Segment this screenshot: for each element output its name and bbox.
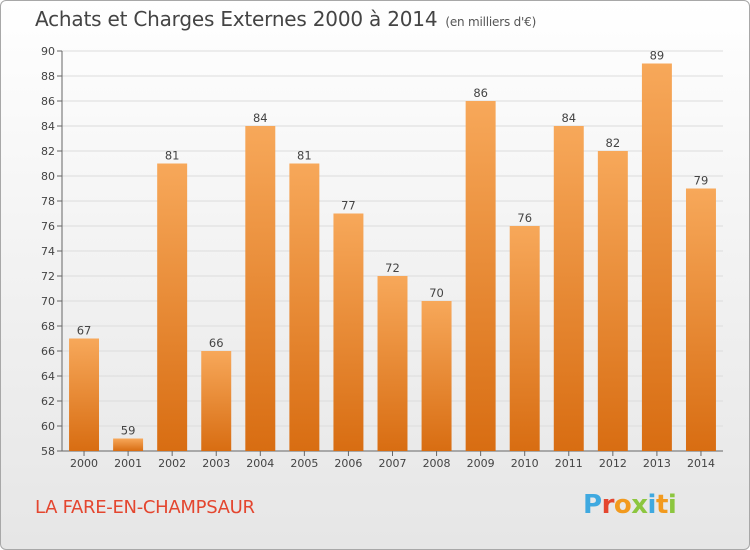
value-label-2012: 82 bbox=[606, 136, 621, 150]
x-tick-label-2002: 2002 bbox=[158, 457, 186, 470]
x-tick-label-2014: 2014 bbox=[687, 457, 715, 470]
bar-2000 bbox=[69, 338, 100, 451]
y-tick-label: 88 bbox=[41, 70, 55, 83]
x-tick-label-2003: 2003 bbox=[202, 457, 230, 470]
bar-2013 bbox=[641, 63, 672, 451]
value-label-2006: 77 bbox=[341, 199, 356, 213]
logo-letter: i bbox=[647, 490, 657, 520]
y-tick-label: 68 bbox=[41, 320, 55, 333]
x-tick-label-2005: 2005 bbox=[290, 457, 318, 470]
bar-2007 bbox=[377, 276, 408, 451]
bar-2014 bbox=[685, 188, 716, 451]
value-label-2000: 67 bbox=[77, 324, 92, 338]
x-tick-label-2009: 2009 bbox=[467, 457, 495, 470]
y-tick-label: 84 bbox=[41, 120, 55, 133]
bar-2002 bbox=[157, 163, 188, 451]
value-label-2002: 81 bbox=[165, 149, 180, 163]
value-label-2008: 70 bbox=[429, 286, 444, 300]
x-tick-label-2013: 2013 bbox=[643, 457, 671, 470]
y-tick-label: 66 bbox=[41, 345, 55, 358]
x-tick-labels: 2000 2001 2002 2003 2004 2005 2006 2007 2008 2009… bbox=[70, 457, 715, 470]
logo-letter: r bbox=[601, 490, 615, 520]
value-label-2001: 59 bbox=[121, 424, 136, 438]
y-tick-label: 80 bbox=[41, 170, 55, 183]
logo-letter: P bbox=[583, 490, 602, 520]
bar-2001 bbox=[113, 438, 144, 451]
y-tick-label: 74 bbox=[41, 245, 55, 258]
y-tick-label: 70 bbox=[41, 295, 55, 308]
y-tick-label: 64 bbox=[41, 370, 55, 383]
bar-2012 bbox=[597, 151, 628, 451]
bar-2010 bbox=[509, 226, 540, 451]
x-tick-label-2007: 2007 bbox=[379, 457, 407, 470]
logo-letter: o bbox=[613, 490, 632, 520]
x-tick-label-2012: 2012 bbox=[599, 457, 627, 470]
y-tick-label: 86 bbox=[41, 95, 55, 108]
value-label-2014: 79 bbox=[694, 174, 709, 188]
bar-2008 bbox=[421, 301, 452, 451]
value-label-2005: 81 bbox=[297, 149, 312, 163]
bar-2009 bbox=[465, 101, 496, 451]
y-tick-label: 82 bbox=[41, 145, 55, 158]
value-label-2003: 66 bbox=[209, 336, 224, 350]
value-label-2010: 76 bbox=[517, 211, 532, 225]
logo-letter: t bbox=[655, 490, 668, 520]
bar-2005 bbox=[289, 163, 320, 451]
data-labels: 67 59 81 66 84 81 77 72 70 86 76 84 82 89 79 bbox=[77, 49, 709, 438]
x-tick-label-2008: 2008 bbox=[423, 457, 451, 470]
y-tick-label: 58 bbox=[41, 445, 55, 458]
value-label-2004: 84 bbox=[253, 111, 268, 125]
y-tick-label: 72 bbox=[41, 270, 55, 283]
chart-title-text: Achats et Charges Externes 2000 à 2014 bbox=[35, 7, 438, 31]
bar-2006 bbox=[333, 213, 364, 451]
y-tick-label: 78 bbox=[41, 195, 55, 208]
commune-name: LA FARE-EN-CHAMPSAUR bbox=[35, 497, 255, 518]
x-tick-label-2000: 2000 bbox=[70, 457, 98, 470]
bars bbox=[69, 63, 716, 451]
bar-2003 bbox=[201, 351, 232, 451]
y-tick-label: 90 bbox=[41, 45, 55, 58]
proxiti-logo[interactable]: Proxiti bbox=[583, 490, 677, 520]
y-tick-label: 60 bbox=[41, 420, 55, 433]
x-tick-label-2011: 2011 bbox=[555, 457, 583, 470]
value-label-2007: 72 bbox=[385, 261, 400, 275]
x-tick-label-2006: 2006 bbox=[334, 457, 362, 470]
value-label-2011: 84 bbox=[561, 111, 576, 125]
x-tick-label-2001: 2001 bbox=[114, 457, 142, 470]
y-tick-labels: 58 60 62 64 66 68 70 72 74 76 78 80 82 84 86 88 90 bbox=[41, 45, 55, 458]
logo-letter: i bbox=[667, 490, 677, 520]
logo-letter: x bbox=[631, 490, 648, 520]
chart-title: Achats et Charges Externes 2000 à 2014 (e… bbox=[35, 7, 536, 31]
bar-2011 bbox=[553, 126, 584, 451]
bar-2004 bbox=[245, 126, 276, 451]
y-tick-label: 62 bbox=[41, 395, 55, 408]
chart-unit: (en milliers d'€) bbox=[445, 15, 537, 29]
value-label-2013: 89 bbox=[650, 49, 665, 63]
value-label-2009: 86 bbox=[473, 86, 488, 100]
x-tick-label-2004: 2004 bbox=[246, 457, 274, 470]
x-tick-label-2010: 2010 bbox=[511, 457, 539, 470]
y-tick-label: 76 bbox=[41, 220, 55, 233]
